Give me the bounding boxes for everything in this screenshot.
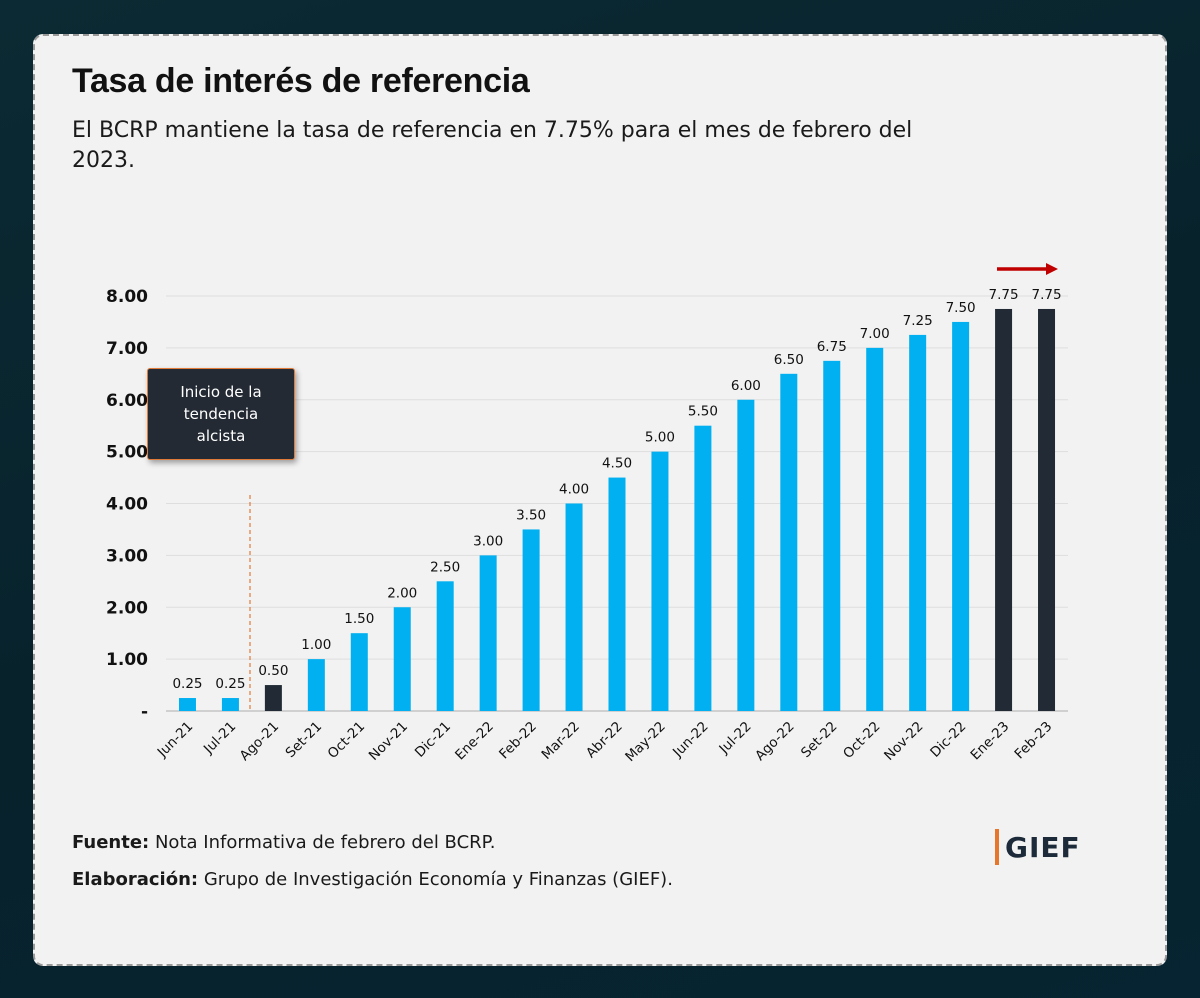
y-tick-label: 3.00 [106, 546, 148, 566]
value-label: 5.50 [688, 404, 718, 420]
bar [264, 685, 282, 711]
x-tick-label: Ene-23 [968, 719, 1013, 764]
value-label: 6.50 [774, 352, 804, 368]
x-tick-label: Dic-21 [412, 719, 454, 761]
x-tick-label: Ago-22 [752, 719, 798, 765]
y-tick-label: 2.00 [106, 598, 148, 618]
bar [436, 581, 454, 711]
value-label: 3.50 [516, 507, 546, 523]
credit-note: Elaboración: Grupo de Investigación Econ… [72, 869, 673, 890]
bar [1038, 308, 1056, 711]
x-tick-label: Jun-22 [669, 719, 712, 762]
bar [909, 334, 927, 711]
bar [178, 698, 196, 711]
bar [608, 477, 626, 711]
x-tick-label: Ago-21 [237, 719, 283, 765]
x-tick-label: Set-21 [283, 719, 326, 762]
x-tick-label: Nov-21 [366, 719, 411, 764]
x-tick-label: Feb-22 [496, 719, 540, 763]
x-tick-label: May-22 [622, 719, 668, 765]
value-label: 7.75 [1031, 287, 1061, 303]
value-label: 5.00 [645, 430, 675, 446]
logo-text: GIEF [1005, 830, 1081, 864]
bar [651, 451, 669, 711]
credit-label: Elaboración: [72, 869, 199, 890]
bar [393, 607, 411, 711]
bar [780, 373, 798, 711]
source-note: Fuente: Nota Informativa de febrero del … [72, 832, 495, 853]
x-tick-label: Dic-22 [927, 719, 969, 761]
callout-line: tendencia [183, 405, 259, 423]
y-tick-label: 4.00 [106, 495, 148, 515]
callout-line: alcista [196, 427, 246, 445]
x-tick-label: Ene-22 [452, 719, 497, 764]
bar [866, 347, 884, 711]
x-tick-label: Feb-23 [1012, 719, 1056, 763]
x-tick-label: Set-22 [798, 719, 841, 762]
arrowhead-icon [1046, 263, 1058, 275]
value-label: 2.00 [387, 585, 417, 601]
value-label: 6.00 [731, 378, 761, 394]
value-label: 7.75 [989, 287, 1019, 303]
value-label: 0.25 [172, 676, 202, 692]
value-label: 0.50 [258, 663, 288, 679]
x-tick-label: Jul-22 [716, 719, 755, 758]
y-tick-label: 7.00 [106, 339, 148, 359]
x-tick-label: Mar-22 [539, 719, 583, 763]
value-label: 0.25 [215, 676, 245, 692]
value-label: 1.50 [344, 611, 374, 627]
value-label: 7.50 [946, 300, 976, 316]
y-tick-label: 1.00 [106, 650, 148, 670]
bar [694, 425, 712, 711]
x-tick-label: Nov-22 [881, 719, 926, 764]
value-label: 6.75 [817, 339, 847, 355]
page-title: Tasa de interés de referencia [72, 62, 530, 100]
bar [522, 529, 540, 711]
y-tick-label: 8.00 [106, 287, 148, 307]
bar [995, 308, 1013, 711]
x-tick-label: Abr-22 [583, 719, 626, 762]
value-label: 7.25 [903, 313, 933, 329]
page-subtitle: El BCRP mantiene la tasa de referencia e… [72, 118, 913, 173]
value-label: 2.50 [430, 559, 460, 575]
callout-box: Inicio de la tendencia alcista [147, 368, 295, 460]
value-label: 7.00 [860, 326, 890, 342]
credit-text: Grupo de Investigación Economía y Finanz… [198, 869, 673, 890]
y-tick-label: 5.00 [106, 443, 148, 463]
gief-logo: GIEF [995, 828, 1081, 866]
value-label: 1.00 [301, 637, 331, 653]
value-label: 4.50 [602, 456, 632, 472]
bar [221, 698, 239, 711]
value-label: 3.00 [473, 533, 503, 549]
bar [823, 360, 841, 711]
y-tick-label: - [141, 702, 148, 722]
value-label: 4.00 [559, 482, 589, 498]
x-tick-label: Oct-21 [325, 719, 368, 762]
bar [350, 633, 368, 711]
logo-bar-icon [995, 829, 999, 865]
bar [952, 321, 970, 711]
x-tick-label: Jun-21 [154, 719, 197, 762]
source-label: Fuente: [72, 832, 150, 853]
x-tick-label: Oct-22 [840, 719, 883, 762]
bar [737, 399, 755, 711]
source-text: Nota Informativa de febrero del BCRP. [149, 832, 496, 853]
callout-line: Inicio de la [180, 383, 262, 401]
bar [307, 659, 325, 711]
chart-card [33, 34, 1167, 966]
bar [565, 503, 583, 711]
y-tick-label: 6.00 [106, 391, 148, 411]
bar [479, 555, 497, 711]
x-tick-label: Jul-21 [200, 719, 239, 758]
